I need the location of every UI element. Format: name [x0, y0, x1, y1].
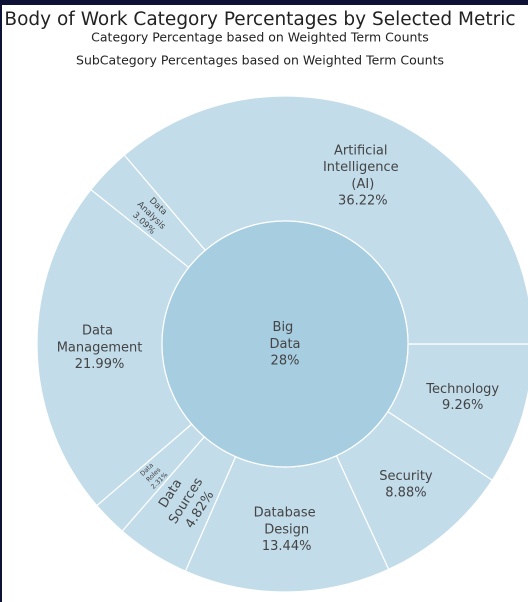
segment-label: Artificial Intelligence (AI)36.22% [323, 143, 403, 209]
center-name: Big Data [269, 320, 300, 352]
segment-value-label: 36.22% [338, 193, 388, 208]
segment-label: Database Design 13.44% [254, 505, 320, 554]
center-circle [161, 220, 409, 468]
segment-value-label: 9.26% [442, 398, 483, 413]
segment-value-label: 21.99% [75, 357, 125, 372]
segment-name: Data Management [57, 323, 143, 355]
segment-label: Technology 9.26% [425, 381, 499, 413]
left-border [0, 0, 2, 602]
segment-name: Artificial Intelligence (AI) [323, 143, 403, 192]
chart-subtitle: SubCategory Percentages based on Weighte… [76, 53, 444, 68]
segment-value-label: 8.88% [385, 486, 426, 501]
segment-name: Database Design [254, 505, 320, 537]
segment-name: Security [379, 469, 433, 484]
segment-label: Security 8.88% [379, 469, 433, 501]
chart-subtitle: Category Percentage based on Weighted Te… [91, 30, 429, 45]
segment-value-label: 13.44% [262, 539, 312, 554]
top-border [0, 0, 528, 5]
segment-name: Technology [425, 381, 499, 396]
chart-title: Body of Work Category Percentages by Sel… [4, 9, 515, 30]
segment-label: Data Management 21.99% [57, 323, 143, 372]
center-value-label: 28% [271, 354, 300, 369]
